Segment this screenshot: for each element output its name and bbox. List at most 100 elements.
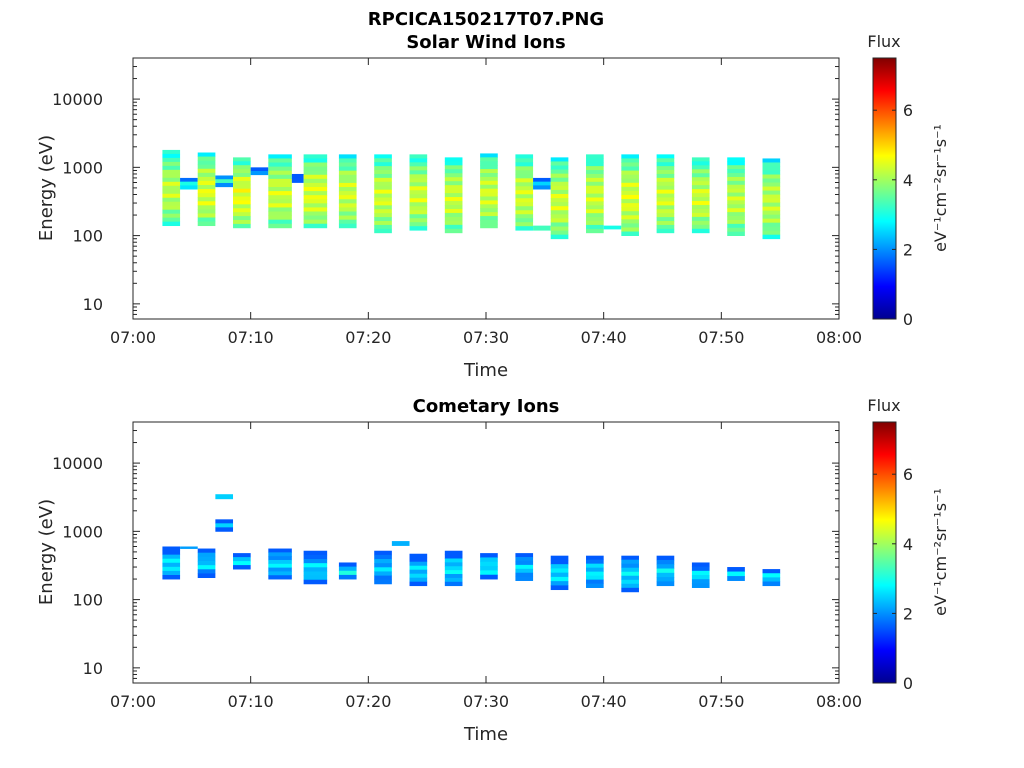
energy-bin	[338, 187, 357, 192]
energy-bin	[444, 189, 463, 194]
energy-bin	[727, 196, 745, 201]
energy-bin	[268, 187, 292, 192]
colorbar-ticks: 0 2 4 6	[873, 101, 913, 329]
energy-bin	[444, 205, 463, 210]
spectrogram-column	[533, 177, 551, 190]
spectrogram-column	[444, 157, 463, 234]
energy-bin	[303, 170, 328, 176]
energy-bin	[162, 205, 181, 211]
energy-bin	[233, 220, 251, 225]
energy-bin	[338, 191, 357, 196]
energy-bin	[215, 519, 234, 524]
spectrogram-column	[374, 550, 392, 585]
energy-bin	[162, 546, 181, 551]
panel-title: Cometary Ions	[413, 396, 560, 417]
energy-bin	[762, 186, 781, 191]
energy-bin	[515, 170, 534, 175]
energy-bin	[268, 182, 292, 188]
energy-bin	[444, 161, 463, 166]
energy-bin	[515, 557, 534, 562]
spectrogram-column	[215, 519, 234, 532]
energy-bin	[515, 576, 534, 581]
energy-bin	[374, 575, 392, 581]
energy-bin	[303, 579, 328, 585]
energy-bin	[233, 200, 251, 205]
spectrogram-column	[197, 548, 216, 579]
energy-bin	[409, 569, 428, 575]
energy-bin	[197, 172, 216, 178]
energy-bin	[480, 574, 498, 580]
energy-bin	[162, 217, 181, 223]
energy-bin	[444, 201, 463, 206]
y-axis-ticks: 10 100 1000 10000	[52, 57, 839, 320]
spectrogram-cells	[162, 149, 781, 240]
energy-bin	[197, 548, 216, 554]
energy-bin	[409, 210, 428, 215]
energy-bin	[621, 223, 639, 228]
spectrogram-column	[268, 548, 292, 580]
energy-bin	[374, 158, 392, 163]
energy-bin	[550, 173, 569, 179]
energy-bin	[691, 224, 710, 230]
energy-bin	[233, 176, 251, 182]
energy-bin	[691, 165, 710, 170]
energy-bin	[197, 561, 216, 566]
energy-bin	[444, 197, 463, 202]
energy-bin	[691, 579, 710, 584]
energy-bin	[533, 185, 551, 190]
energy-bin	[586, 181, 604, 187]
energy-bin	[727, 576, 745, 581]
energy-bin	[586, 205, 604, 210]
energy-bin	[515, 174, 534, 179]
energy-bin	[480, 173, 498, 178]
energy-bin	[409, 553, 428, 559]
energy-bin	[727, 227, 745, 233]
energy-bin	[444, 581, 463, 587]
y-axis-label: Energy (eV)	[36, 135, 57, 241]
energy-bin	[162, 209, 181, 215]
energy-bin	[268, 207, 292, 212]
energy-bin	[303, 166, 328, 172]
energy-bin	[338, 215, 357, 221]
energy-bin	[233, 169, 251, 174]
x-axis-ticks: 07:00 07:10 07:20 07:30 07:40 07:50 08:00	[110, 422, 862, 711]
energy-bin	[374, 189, 392, 194]
energy-bin	[727, 180, 745, 186]
energy-bin	[515, 564, 534, 570]
energy-bin	[550, 576, 569, 582]
energy-bin	[515, 198, 534, 203]
energy-bin	[691, 197, 710, 202]
energy-bin	[586, 213, 604, 218]
energy-bin	[621, 219, 639, 224]
energy-bin	[656, 228, 675, 234]
energy-bin	[197, 205, 216, 210]
energy-bin	[480, 223, 498, 229]
energy-bin	[621, 231, 639, 236]
energy-bin	[550, 222, 569, 227]
energy-bin	[444, 216, 463, 222]
energy-bin	[727, 216, 745, 221]
energy-bin	[586, 579, 604, 584]
energy-bin	[480, 196, 498, 201]
energy-bin	[656, 221, 675, 226]
energy-bin	[303, 187, 328, 192]
energy-bin	[480, 180, 498, 186]
energy-bin	[291, 173, 304, 179]
energy-bin	[727, 223, 745, 229]
energy-bin	[444, 224, 463, 230]
energy-bin	[762, 158, 781, 163]
energy-bin	[480, 176, 498, 182]
energy-bin	[656, 224, 675, 230]
y-tick-label: 1000	[62, 158, 103, 177]
spectrogram-column	[391, 541, 410, 546]
x-tick-label: 08:00	[816, 692, 862, 711]
energy-bin	[550, 218, 569, 223]
energy-bin	[268, 575, 292, 580]
energy-bin	[444, 193, 463, 198]
energy-bin	[233, 565, 251, 570]
energy-bin	[338, 566, 357, 572]
energy-bin	[197, 189, 216, 194]
energy-bin	[762, 226, 781, 232]
energy-bin	[621, 215, 639, 220]
